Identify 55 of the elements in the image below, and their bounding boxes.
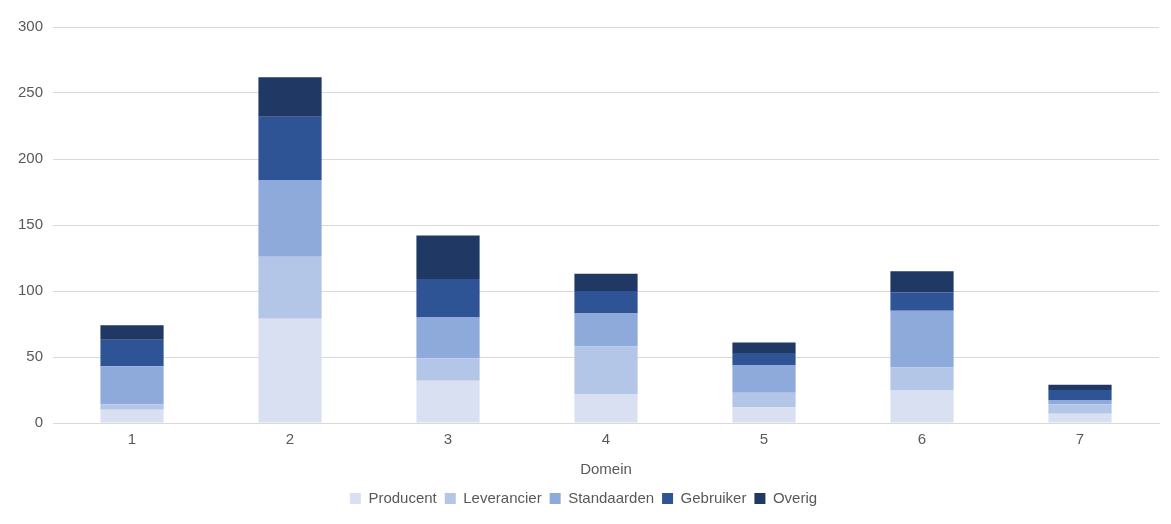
bar bbox=[258, 256, 322, 319]
x-tick-label: 2 bbox=[285, 430, 295, 448]
bar bbox=[416, 358, 480, 381]
bar bbox=[890, 390, 954, 423]
bar bbox=[574, 393, 638, 423]
y-tick-label: 50 bbox=[26, 347, 44, 365]
x-tick-label: 4 bbox=[601, 430, 611, 448]
y-tick-label: 300 bbox=[18, 17, 44, 35]
bar bbox=[416, 279, 480, 318]
bar bbox=[100, 366, 164, 405]
bar bbox=[416, 317, 480, 359]
x-tick-label: 1 bbox=[127, 430, 137, 448]
bar bbox=[574, 273, 638, 291]
bar bbox=[100, 325, 164, 340]
bar bbox=[890, 271, 954, 293]
y-tick-label: 0 bbox=[34, 413, 44, 431]
y-tick-label: 100 bbox=[18, 281, 44, 299]
bar bbox=[258, 318, 322, 423]
y-tick-label: 200 bbox=[18, 149, 44, 167]
x-axis-title: Domein bbox=[580, 460, 632, 478]
y-tick-label: 250 bbox=[18, 83, 44, 101]
bar bbox=[732, 392, 796, 408]
bar bbox=[100, 404, 164, 410]
bar bbox=[416, 380, 480, 423]
bar bbox=[732, 353, 796, 365]
bar bbox=[100, 409, 164, 423]
legend-label: Leverancier bbox=[463, 488, 542, 506]
bar bbox=[1048, 404, 1112, 414]
bar bbox=[416, 235, 480, 280]
x-tick-label: 3 bbox=[443, 430, 453, 448]
bar bbox=[890, 367, 954, 390]
bar bbox=[1048, 390, 1112, 401]
bar bbox=[1048, 384, 1112, 390]
bar bbox=[100, 339, 164, 367]
x-tick-label: 6 bbox=[917, 430, 927, 448]
y-tick-label: 150 bbox=[18, 215, 44, 233]
bar bbox=[1048, 400, 1112, 405]
bar bbox=[258, 77, 322, 117]
legend-label: Producent bbox=[368, 488, 438, 506]
bar bbox=[574, 346, 638, 394]
legend-label: Gebruiker bbox=[680, 488, 747, 506]
bar bbox=[732, 407, 796, 423]
bar bbox=[258, 180, 322, 257]
bar bbox=[732, 342, 796, 354]
bar bbox=[258, 116, 322, 181]
bar bbox=[890, 310, 954, 368]
x-tick-label: 7 bbox=[1075, 430, 1085, 448]
legend-label: Standaarden bbox=[568, 488, 655, 506]
legend-label: Overig bbox=[772, 488, 818, 506]
bar bbox=[732, 364, 796, 393]
bar bbox=[574, 313, 638, 347]
x-tick-label: 5 bbox=[759, 430, 769, 448]
bar bbox=[574, 291, 638, 314]
bar bbox=[1048, 413, 1112, 423]
bar bbox=[890, 292, 954, 311]
